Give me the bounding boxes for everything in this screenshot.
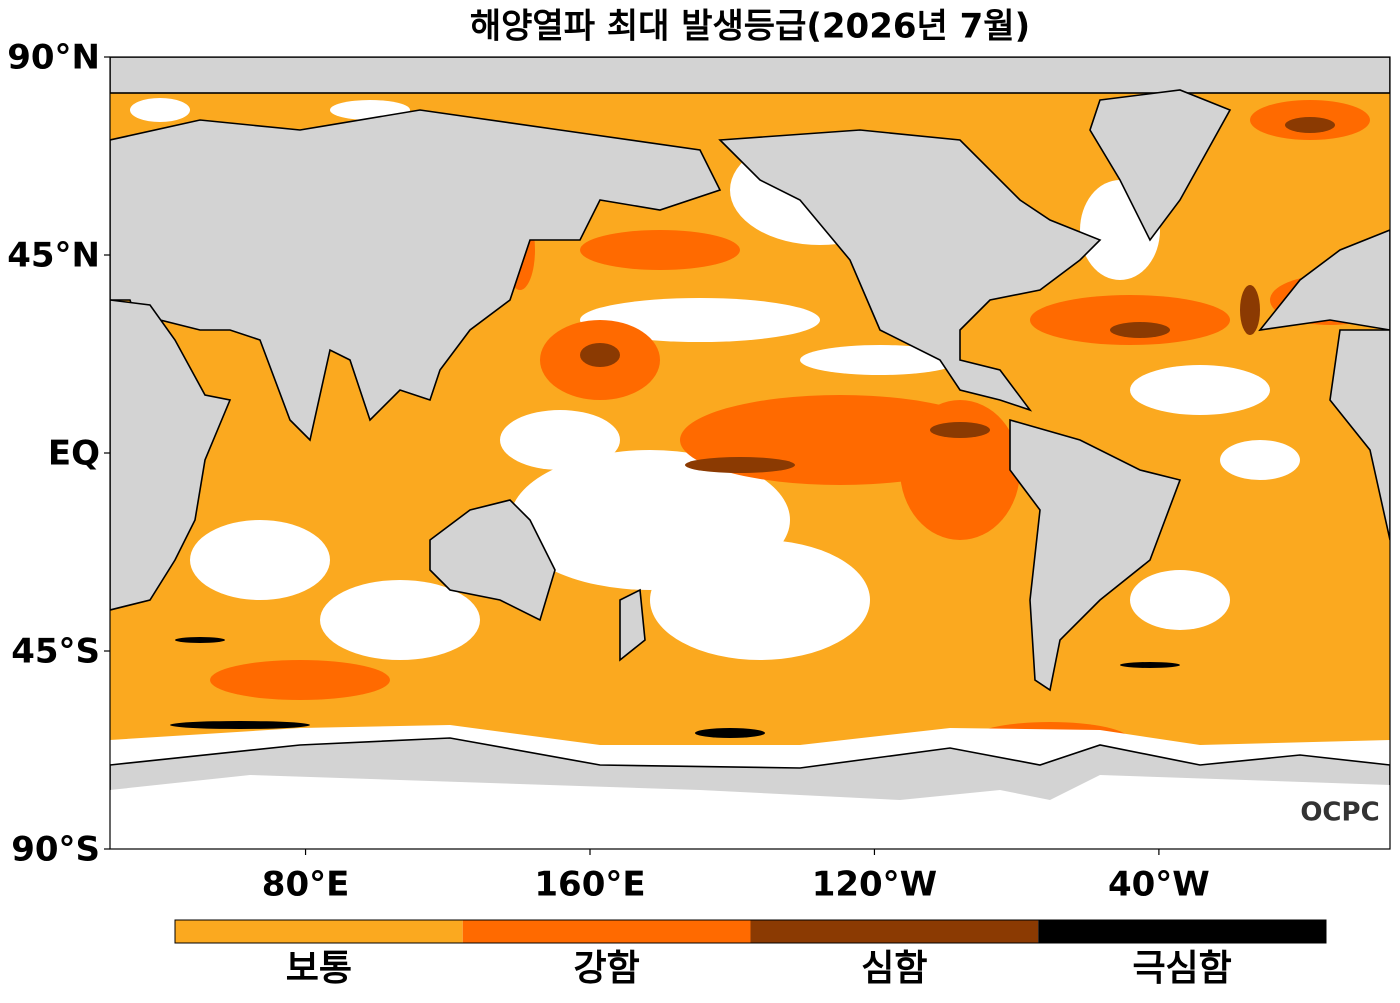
x-tick-label: 120°W (812, 865, 937, 905)
arctic (110, 57, 1390, 94)
y-tick-label: 90°N (7, 38, 100, 78)
x-tick-label: 40°W (1108, 865, 1210, 905)
logo: OCPC (1300, 798, 1379, 828)
legend-label: 강함 (574, 948, 640, 989)
legend-swatch (1038, 920, 1326, 943)
x-tick-label: 80°E (262, 865, 350, 905)
severe-areas (580, 117, 1335, 473)
legend-label: 심함 (861, 948, 927, 989)
y-tick-label: 45°S (11, 632, 100, 672)
map-area (110, 57, 1390, 849)
y-tick-label: 45°N (7, 236, 100, 276)
legend-swatch (175, 920, 463, 943)
y-tick-label: EQ (48, 434, 100, 474)
legend-frame (174, 919, 1327, 944)
map-title: 해양열파 최대 발생등급(2026년 7월) (470, 7, 1030, 47)
legend-swatch (462, 920, 751, 943)
legend-label: 보통 (286, 948, 352, 989)
x-tick-label: 160°E (534, 865, 645, 905)
legend-label: 극심함 (1132, 948, 1231, 989)
y-tick-label: 90°S (11, 830, 100, 870)
land (110, 89, 1390, 849)
legend-swatch (750, 920, 1039, 943)
